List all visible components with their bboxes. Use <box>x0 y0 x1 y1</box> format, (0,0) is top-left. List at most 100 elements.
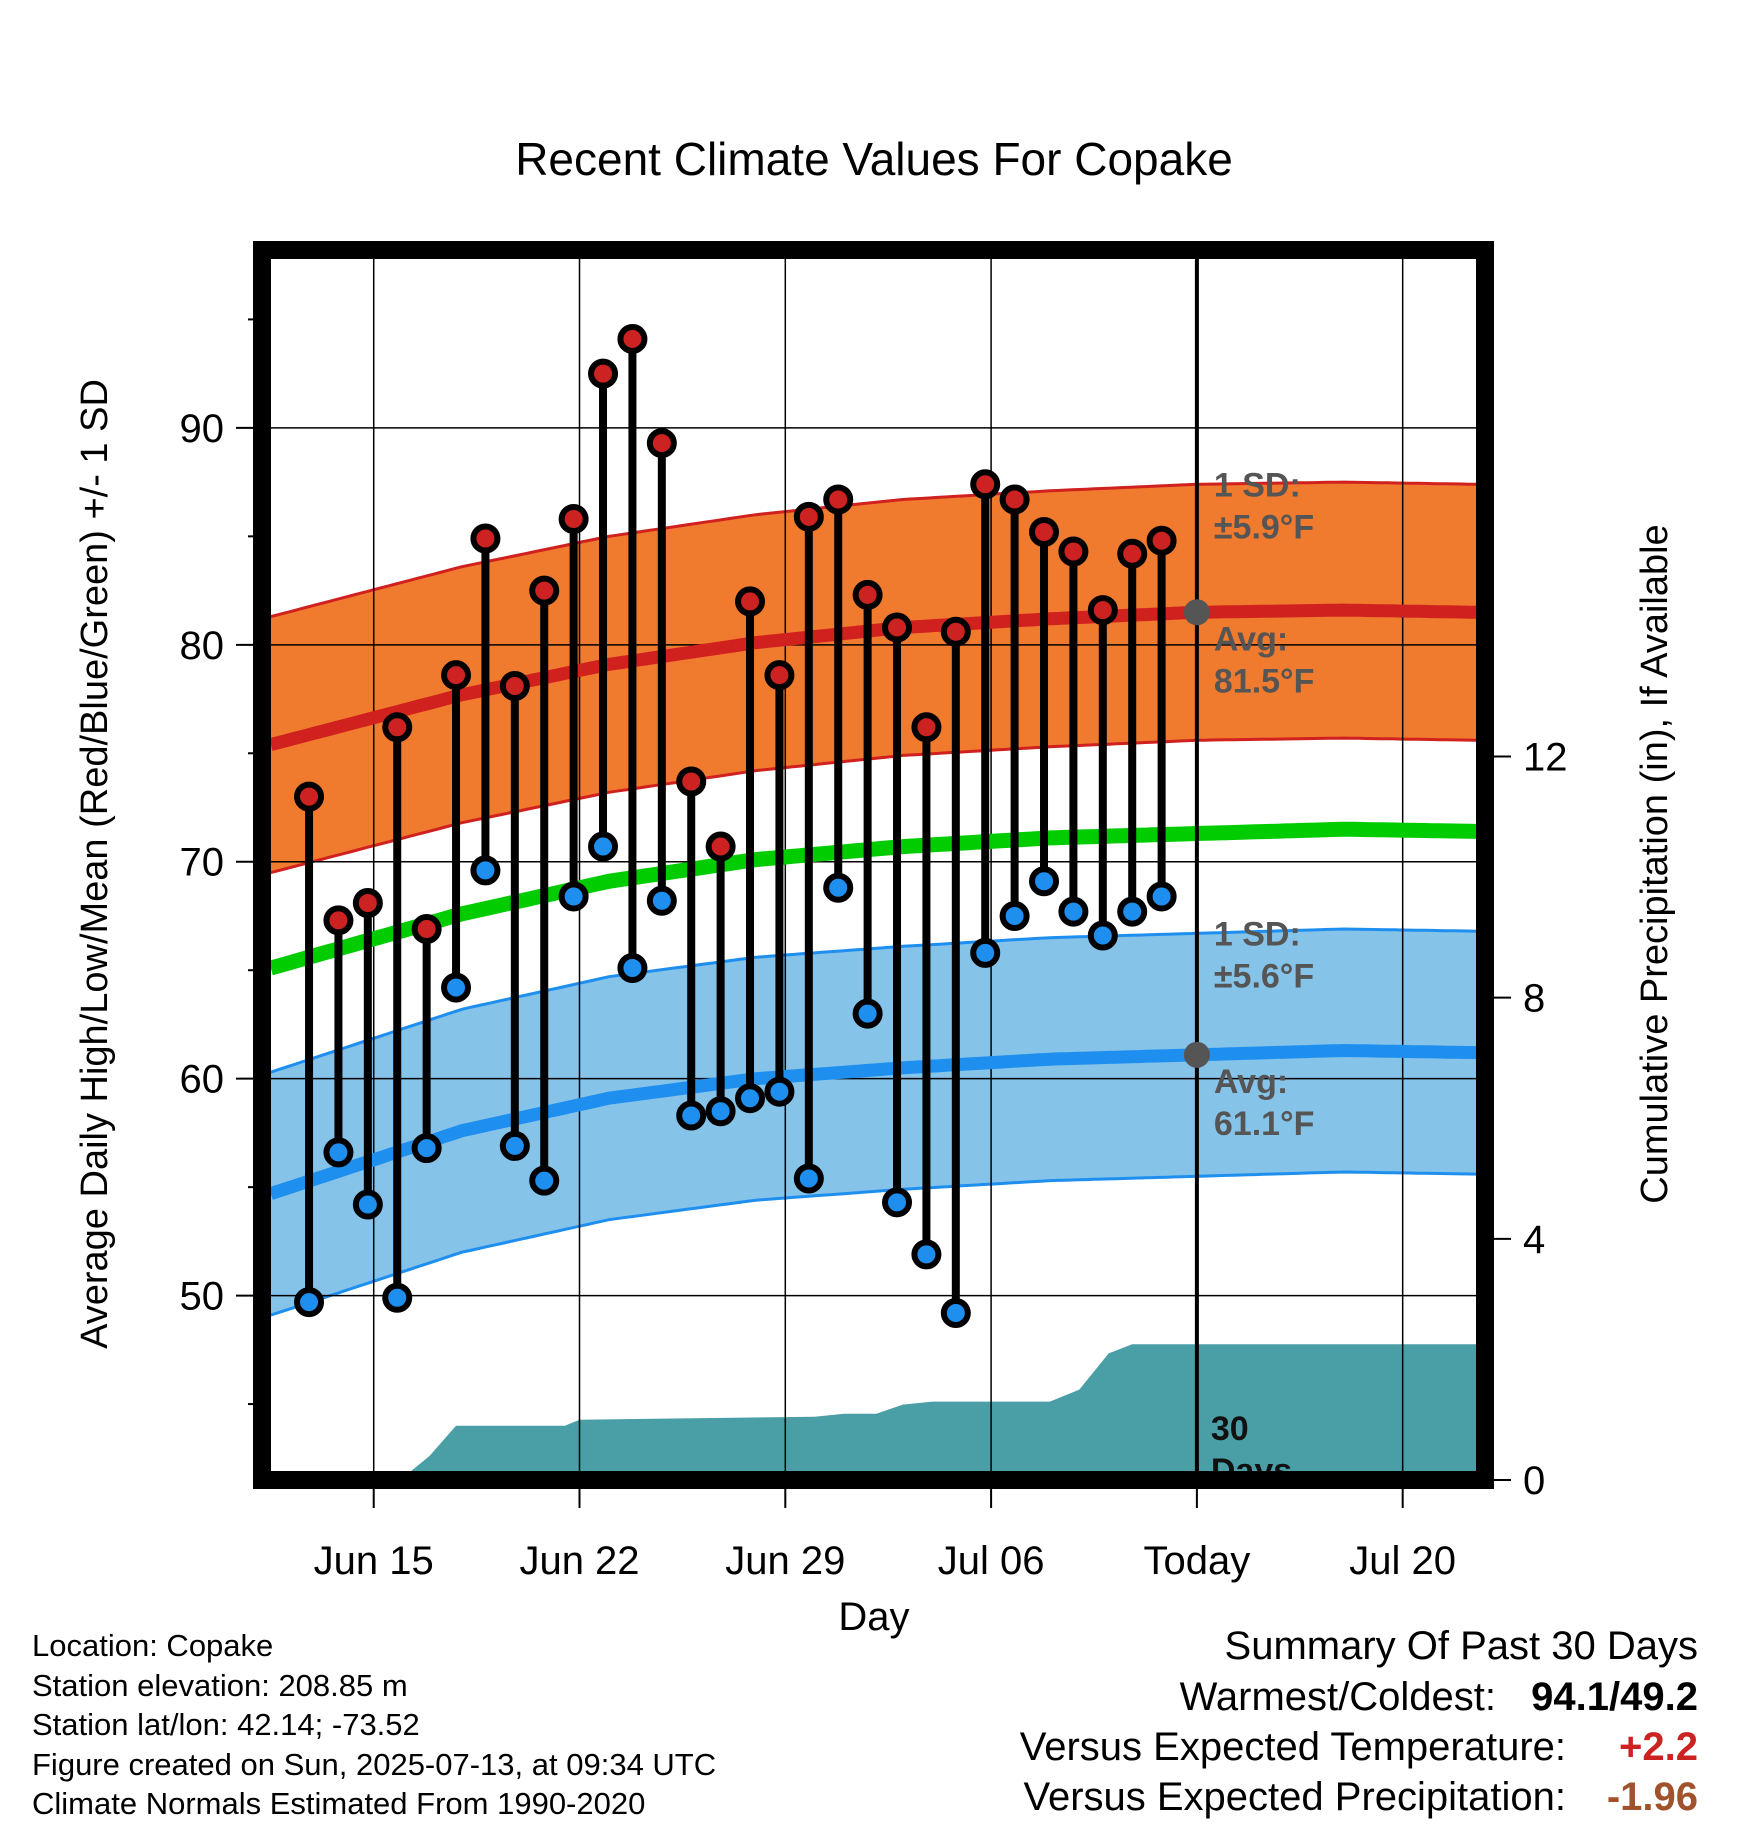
x-tick-label: Jun 15 <box>314 1539 434 1583</box>
y-tick-label: 60 <box>180 1058 225 1102</box>
summary-title: Summary Of Past 30 Days <box>1225 1624 1698 1668</box>
daily-low-point <box>882 1187 913 1218</box>
daily-high-point <box>1146 525 1177 556</box>
daily-low-point <box>735 1083 766 1114</box>
y2-tick-label: 8 <box>1523 977 1545 1021</box>
y-tick-label: 80 <box>180 624 225 668</box>
low-sd-annotation-line-1: 1 SD: <box>1214 915 1301 953</box>
daily-low-point <box>323 1137 354 1168</box>
daily-low-point <box>646 885 677 916</box>
daily-high-point <box>940 616 971 647</box>
daily-low-point <box>676 1100 707 1131</box>
daily-low-point <box>1058 896 1089 927</box>
summary-precip-label: Versus Expected Precipitation: <box>1023 1775 1566 1819</box>
daily-low-point <box>1087 920 1118 951</box>
daily-low-point <box>529 1165 560 1196</box>
precip-annotation-line-1: 30 <box>1211 1410 1249 1448</box>
summary-precip-value: -1.96 <box>1607 1775 1698 1819</box>
high-sd-upper-line <box>270 480 1477 619</box>
footer-normals: Climate Normals Estimated From 1990-2020 <box>32 1786 645 1821</box>
daily-low-point <box>411 1133 442 1164</box>
low-sd-upper-line <box>270 927 1477 1074</box>
daily-high-point <box>470 523 501 554</box>
daily-low-point <box>852 998 883 1029</box>
footer-latlon: Station lat/lon: 42.14; -73.52 <box>32 1707 420 1742</box>
daily-high-point <box>646 428 677 459</box>
daily-low-point <box>294 1287 325 1318</box>
daily-high-point <box>499 671 530 702</box>
x-tick-label: Jun 22 <box>519 1539 639 1583</box>
y2-tick-label: 12 <box>1523 735 1568 779</box>
high-sd-annotation-line-2: ±5.9°F <box>1214 508 1314 546</box>
low-sd-lower-line <box>270 1170 1477 1317</box>
daily-low-point <box>441 972 472 1003</box>
low-sd-annotation-line-2: ±5.6°F <box>1214 957 1314 995</box>
summary-temp-value: +2.2 <box>1619 1725 1698 1769</box>
daily-high-point <box>911 712 942 743</box>
today-low-avg-marker <box>1183 1041 1210 1068</box>
low-avg-line <box>268 1043 1477 1200</box>
precipitation-area <box>270 1344 1477 1480</box>
daily-high-point <box>1058 536 1089 567</box>
y2-tick-label: 0 <box>1523 1459 1545 1503</box>
x-axis-label: Day <box>838 1595 909 1639</box>
daily-low-point <box>352 1189 383 1220</box>
daily-high-point <box>823 484 854 515</box>
y-tick-label: 70 <box>180 841 225 885</box>
y-tick-label: 90 <box>180 407 225 451</box>
plot-frame <box>253 241 1494 1489</box>
daily-high-point <box>970 469 1001 500</box>
high-avg-annotation-line-2: 81.5°F <box>1214 662 1315 700</box>
footer-elevation: Station elevation: 208.85 m <box>32 1668 408 1703</box>
daily-high-point <box>705 831 736 862</box>
daily-high-point <box>764 660 795 691</box>
x-tick-label: Jul 20 <box>1349 1539 1456 1583</box>
daily-high-point <box>999 484 1030 515</box>
daily-high-point <box>323 905 354 936</box>
daily-low-point <box>1029 866 1060 897</box>
daily-high-point <box>294 781 325 812</box>
x-tick-label: Jul 06 <box>938 1539 1045 1583</box>
y2-axis-label: Cumulative Precipitation (in), If Availa… <box>1634 524 1676 1203</box>
y-tick-label: 50 <box>180 1275 225 1319</box>
daily-low-point <box>705 1096 736 1127</box>
mean-avg-line <box>268 821 1477 976</box>
daily-high-point <box>529 575 560 606</box>
footer-location: Location: Copake <box>32 1628 273 1663</box>
summary-panel: Summary Of Past 30 Days Warmest/Coldest:… <box>1020 1624 1698 1819</box>
daily-low-point <box>617 953 648 984</box>
footer-created: Figure created on Sun, 2025-07-13, at 09… <box>32 1747 716 1782</box>
high-avg-line <box>269 603 1477 751</box>
daily-low-point <box>970 937 1001 968</box>
y-axis-label: Average Daily High/Low/Mean (Red/Blue/Gr… <box>74 379 116 1349</box>
station-info: Location: Copake Station elevation: 208.… <box>32 1628 716 1821</box>
high-avg-annotation-line-1: Avg: <box>1214 620 1288 658</box>
daily-low-point <box>764 1076 795 1107</box>
daily-high-point <box>558 503 589 534</box>
high-sd-lower-line <box>270 736 1477 875</box>
daily-high-point <box>411 913 442 944</box>
daily-low-point <box>1146 881 1177 912</box>
daily-low-point <box>793 1163 824 1194</box>
daily-high-point <box>441 660 472 691</box>
daily-high-point <box>1029 517 1060 548</box>
x-tick-label: Today <box>1144 1539 1251 1583</box>
daily-high-point <box>382 712 413 743</box>
low-sd-band <box>270 929 1477 1316</box>
daily-low-point <box>999 900 1030 931</box>
daily-high-point <box>352 887 383 918</box>
summary-temp-label: Versus Expected Temperature: <box>1020 1725 1566 1769</box>
low-avg-annotation-line-2: 61.1°F <box>1214 1105 1315 1143</box>
plot-interior <box>262 250 1485 1480</box>
daily-low-point <box>1117 896 1148 927</box>
x-tick-label: Jun 29 <box>725 1539 845 1583</box>
daily-low-point <box>499 1130 530 1161</box>
daily-high-point <box>882 612 913 643</box>
daily-low-point <box>588 831 619 862</box>
daily-low-point <box>823 872 854 903</box>
daily-high-point <box>1087 595 1118 626</box>
daily-high-point <box>735 586 766 617</box>
daily-high-point <box>588 358 619 389</box>
summary-warmest-value: 94.1/49.2 <box>1531 1675 1698 1719</box>
